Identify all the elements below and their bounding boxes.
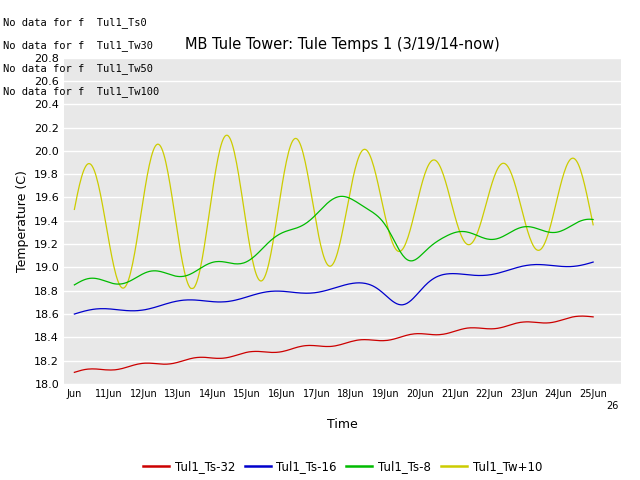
Legend: Tul1_Ts-32, Tul1_Ts-16, Tul1_Ts-8, Tul1_Tw+10: Tul1_Ts-32, Tul1_Ts-16, Tul1_Ts-8, Tul1_… (138, 455, 547, 478)
Text: No data for f  Tul1_Ts0: No data for f Tul1_Ts0 (3, 17, 147, 28)
Title: MB Tule Tower: Tule Temps 1 (3/19/14-now): MB Tule Tower: Tule Temps 1 (3/19/14-now… (185, 37, 500, 52)
X-axis label: Time: Time (327, 418, 358, 432)
Text: 26: 26 (606, 401, 618, 411)
Text: No data for f  Tul1_Tw50: No data for f Tul1_Tw50 (3, 63, 153, 74)
Y-axis label: Temperature (C): Temperature (C) (16, 170, 29, 272)
Text: No data for f  Tul1_Tw30: No data for f Tul1_Tw30 (3, 40, 153, 51)
Text: No data for f  Tul1_Tw100: No data for f Tul1_Tw100 (3, 86, 159, 97)
